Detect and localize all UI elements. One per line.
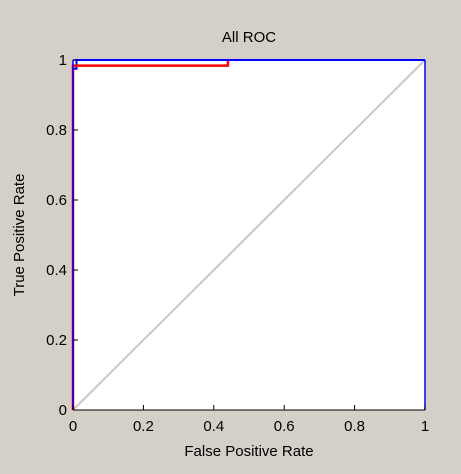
ticks-layer: 0 0.2 0.4 0.6 0.8 1 0 0.2 0.4 0.6 0.8 1 [46, 52, 429, 435]
x-tick-label: 0.2 [133, 418, 154, 435]
x-tick-label: 0.6 [274, 418, 295, 435]
chart-title: All ROC [222, 29, 276, 46]
x-tick-label: 1 [421, 418, 429, 435]
axes-layer [72, 59, 426, 411]
x-tick-label: 0.8 [344, 418, 365, 435]
y-tick-label: 0.2 [46, 332, 67, 349]
x-axis-label: False Positive Rate [184, 443, 313, 460]
series-line-0 [72, 59, 426, 411]
y-tick-label: 0.6 [46, 192, 67, 209]
y-axis-label: True Positive Rate [11, 174, 28, 297]
y-tick-label: 0.4 [46, 262, 67, 279]
y-tick-label: 1 [59, 52, 67, 69]
x-tick-label: 0 [69, 418, 77, 435]
y-tick-label: 0 [59, 402, 67, 419]
y-tick-label: 0.8 [46, 122, 67, 139]
x-tick-label: 0.4 [203, 418, 224, 435]
